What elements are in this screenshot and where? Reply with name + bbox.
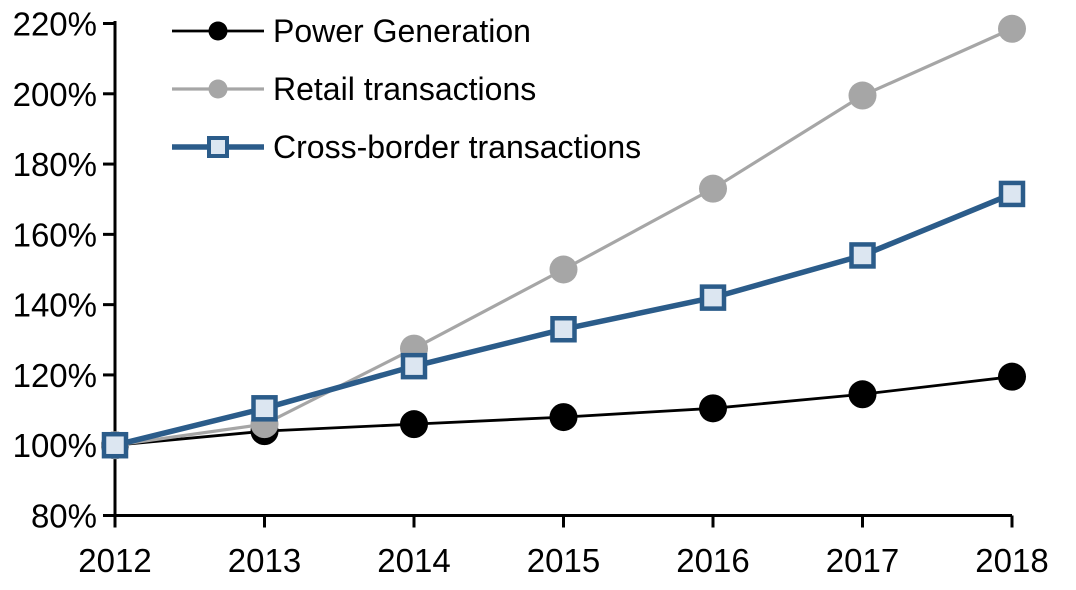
- legend-label: Retail transactions: [273, 71, 537, 107]
- legend-label: Power Generation: [273, 13, 531, 49]
- y-tick-label: 80%: [31, 498, 97, 535]
- data-point-square: [550, 315, 577, 343]
- data-point-square: [400, 352, 428, 380]
- legend-item-retail-transactions: Retail transactions: [172, 60, 641, 118]
- data-point-square: [998, 180, 1026, 208]
- x-tick-label: 2015: [527, 542, 600, 579]
- data-point-circle: [699, 394, 727, 423]
- data-point-circle: [998, 14, 1026, 43]
- data-point-square: [251, 395, 278, 422]
- x-tick-label: 2014: [377, 542, 450, 579]
- legend-swatch-circle-icon: [172, 21, 264, 41]
- data-point-circle: [549, 403, 578, 432]
- legend-swatch-circle-icon: [172, 79, 264, 99]
- legend-swatch-part: [208, 79, 228, 99]
- legend-label: Cross-border transactions: [273, 129, 642, 165]
- x-tick-label: 2016: [676, 542, 749, 579]
- data-point-square: [699, 284, 727, 311]
- y-tick-label: 180%: [13, 146, 97, 183]
- data-point-circle: [998, 362, 1026, 391]
- data-point-square: [849, 242, 876, 269]
- y-tick-label: 220%: [13, 6, 97, 43]
- x-tick-label: 2017: [826, 542, 899, 579]
- y-tick-label: 140%: [13, 287, 97, 324]
- data-point-circle: [699, 174, 727, 203]
- legend-swatch-part: [208, 21, 228, 41]
- legend-swatch-part: [207, 136, 229, 158]
- legend-item-power-generation: Power Generation: [172, 2, 641, 60]
- x-tick-label: 2012: [78, 542, 151, 579]
- y-tick-label: 200%: [13, 76, 97, 113]
- y-tick-label: 100%: [13, 427, 97, 464]
- data-point-circle: [400, 410, 428, 439]
- y-tick-label: 160%: [13, 216, 97, 253]
- x-tick-label: 2013: [228, 542, 301, 579]
- x-tick-label: 2018: [975, 542, 1048, 579]
- y-tick-label: 120%: [13, 357, 97, 394]
- data-point-circle: [848, 81, 877, 110]
- data-point-circle: [848, 380, 877, 409]
- legend-swatch-square-icon: [172, 136, 264, 158]
- legend-item-cross-border-transactions: Cross-border transactions: [172, 118, 641, 176]
- chart-legend: Power Generation Retail transactions Cro…: [172, 2, 641, 176]
- data-point-circle: [549, 255, 578, 284]
- data-point-square: [101, 431, 129, 459]
